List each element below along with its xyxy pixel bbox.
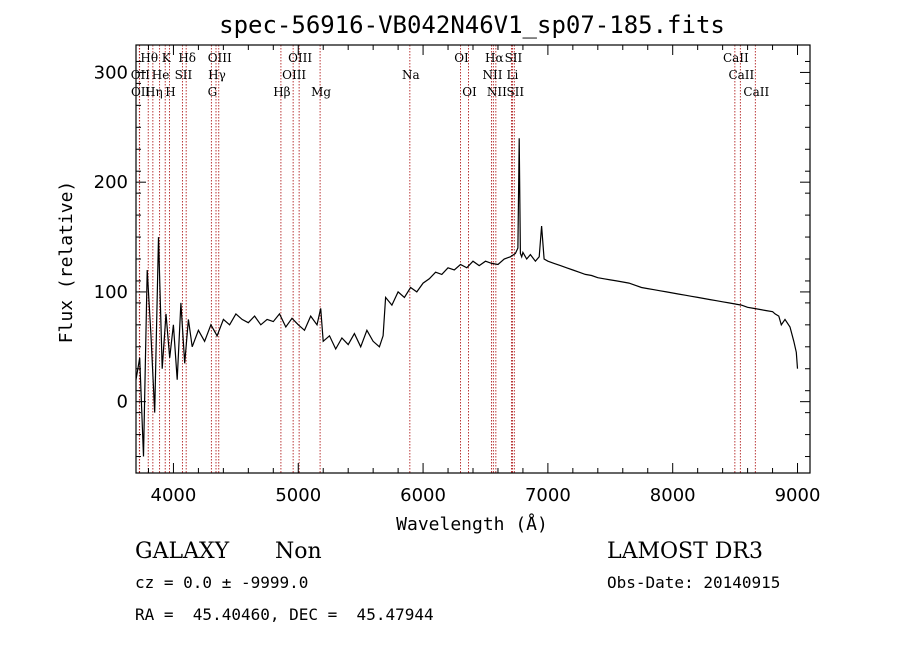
object-class: GALAXY: [135, 539, 230, 564]
line-marker-label: OI: [462, 85, 477, 99]
line-marker-label: SII: [506, 85, 524, 99]
plot-frame: [135, 44, 811, 474]
line-marker-label: Hγ: [208, 68, 226, 82]
line-marker-label: OII: [131, 68, 151, 82]
line-marker-label: SII: [175, 68, 193, 82]
line-marker-label: OIII: [208, 51, 232, 65]
line-markers: [138, 45, 756, 473]
line-marker-label: Mg: [311, 85, 331, 99]
line-marker-label: Na: [402, 68, 420, 82]
line-marker-label: CaII: [728, 68, 754, 82]
line-marker-label: SII: [505, 51, 523, 65]
line-marker-label: OI: [454, 51, 469, 65]
line-marker-label: Li: [507, 68, 519, 82]
line-marker-label: OIII: [288, 51, 312, 65]
line-marker-label: K: [162, 51, 172, 65]
chart-title: spec-56916-VB042N46V1_sp07-185.fits: [219, 11, 725, 39]
line-marker-labels: OIIOIIHθHηHeKHHδSIIGOIIIHγHβOIIIOIIIMgNa…: [131, 51, 770, 99]
x-tick-label: 9000: [775, 485, 821, 506]
x-tick-label: 4000: [151, 485, 197, 506]
line-marker-label: NII: [482, 68, 502, 82]
y-tick-label: 0: [117, 392, 128, 413]
line-marker-label: CaII: [723, 51, 749, 65]
survey-name: LAMOST DR3: [607, 539, 763, 564]
x-tick-label: 8000: [650, 485, 696, 506]
line-marker-label: OIII: [282, 68, 306, 82]
y-tick-label: 100: [94, 282, 128, 303]
line-marker-label: Hθ: [140, 51, 158, 65]
y-tick-label: 200: [94, 172, 128, 193]
y-tick-label: 300: [94, 62, 128, 83]
object-subclass: Non: [275, 539, 322, 564]
y-axis-label: Flux (relative): [56, 181, 77, 344]
x-tick-label: 6000: [400, 485, 446, 506]
coordinates: RA = 45.40460, DEC = 45.47944: [135, 605, 434, 624]
line-marker-label: H: [165, 85, 175, 99]
x-tick-label: 5000: [275, 485, 321, 506]
line-marker-label: Hδ: [178, 51, 196, 65]
line-marker-label: CaII: [743, 85, 769, 99]
x-axis-label: Wavelength (Å): [396, 513, 548, 535]
x-tick-label: 7000: [525, 485, 571, 506]
line-marker-label: Hη: [145, 85, 163, 99]
obs-date: Obs-Date: 20140915: [607, 573, 780, 592]
line-marker-label: Hβ: [273, 85, 290, 99]
line-marker-label: He: [152, 68, 170, 82]
redshift-line: cz = 0.0 ± -9999.0: [135, 573, 308, 592]
spectrum-series: [135, 138, 799, 457]
line-marker-label: G: [208, 85, 218, 99]
x-axis-ticks: 4000 5000 6000 7000 8000 9000: [147, 45, 821, 506]
line-marker-label: Hα: [485, 51, 504, 65]
y-axis-ticks: 0 100 200 300: [94, 60, 810, 458]
line-marker-label: NII: [487, 85, 507, 99]
